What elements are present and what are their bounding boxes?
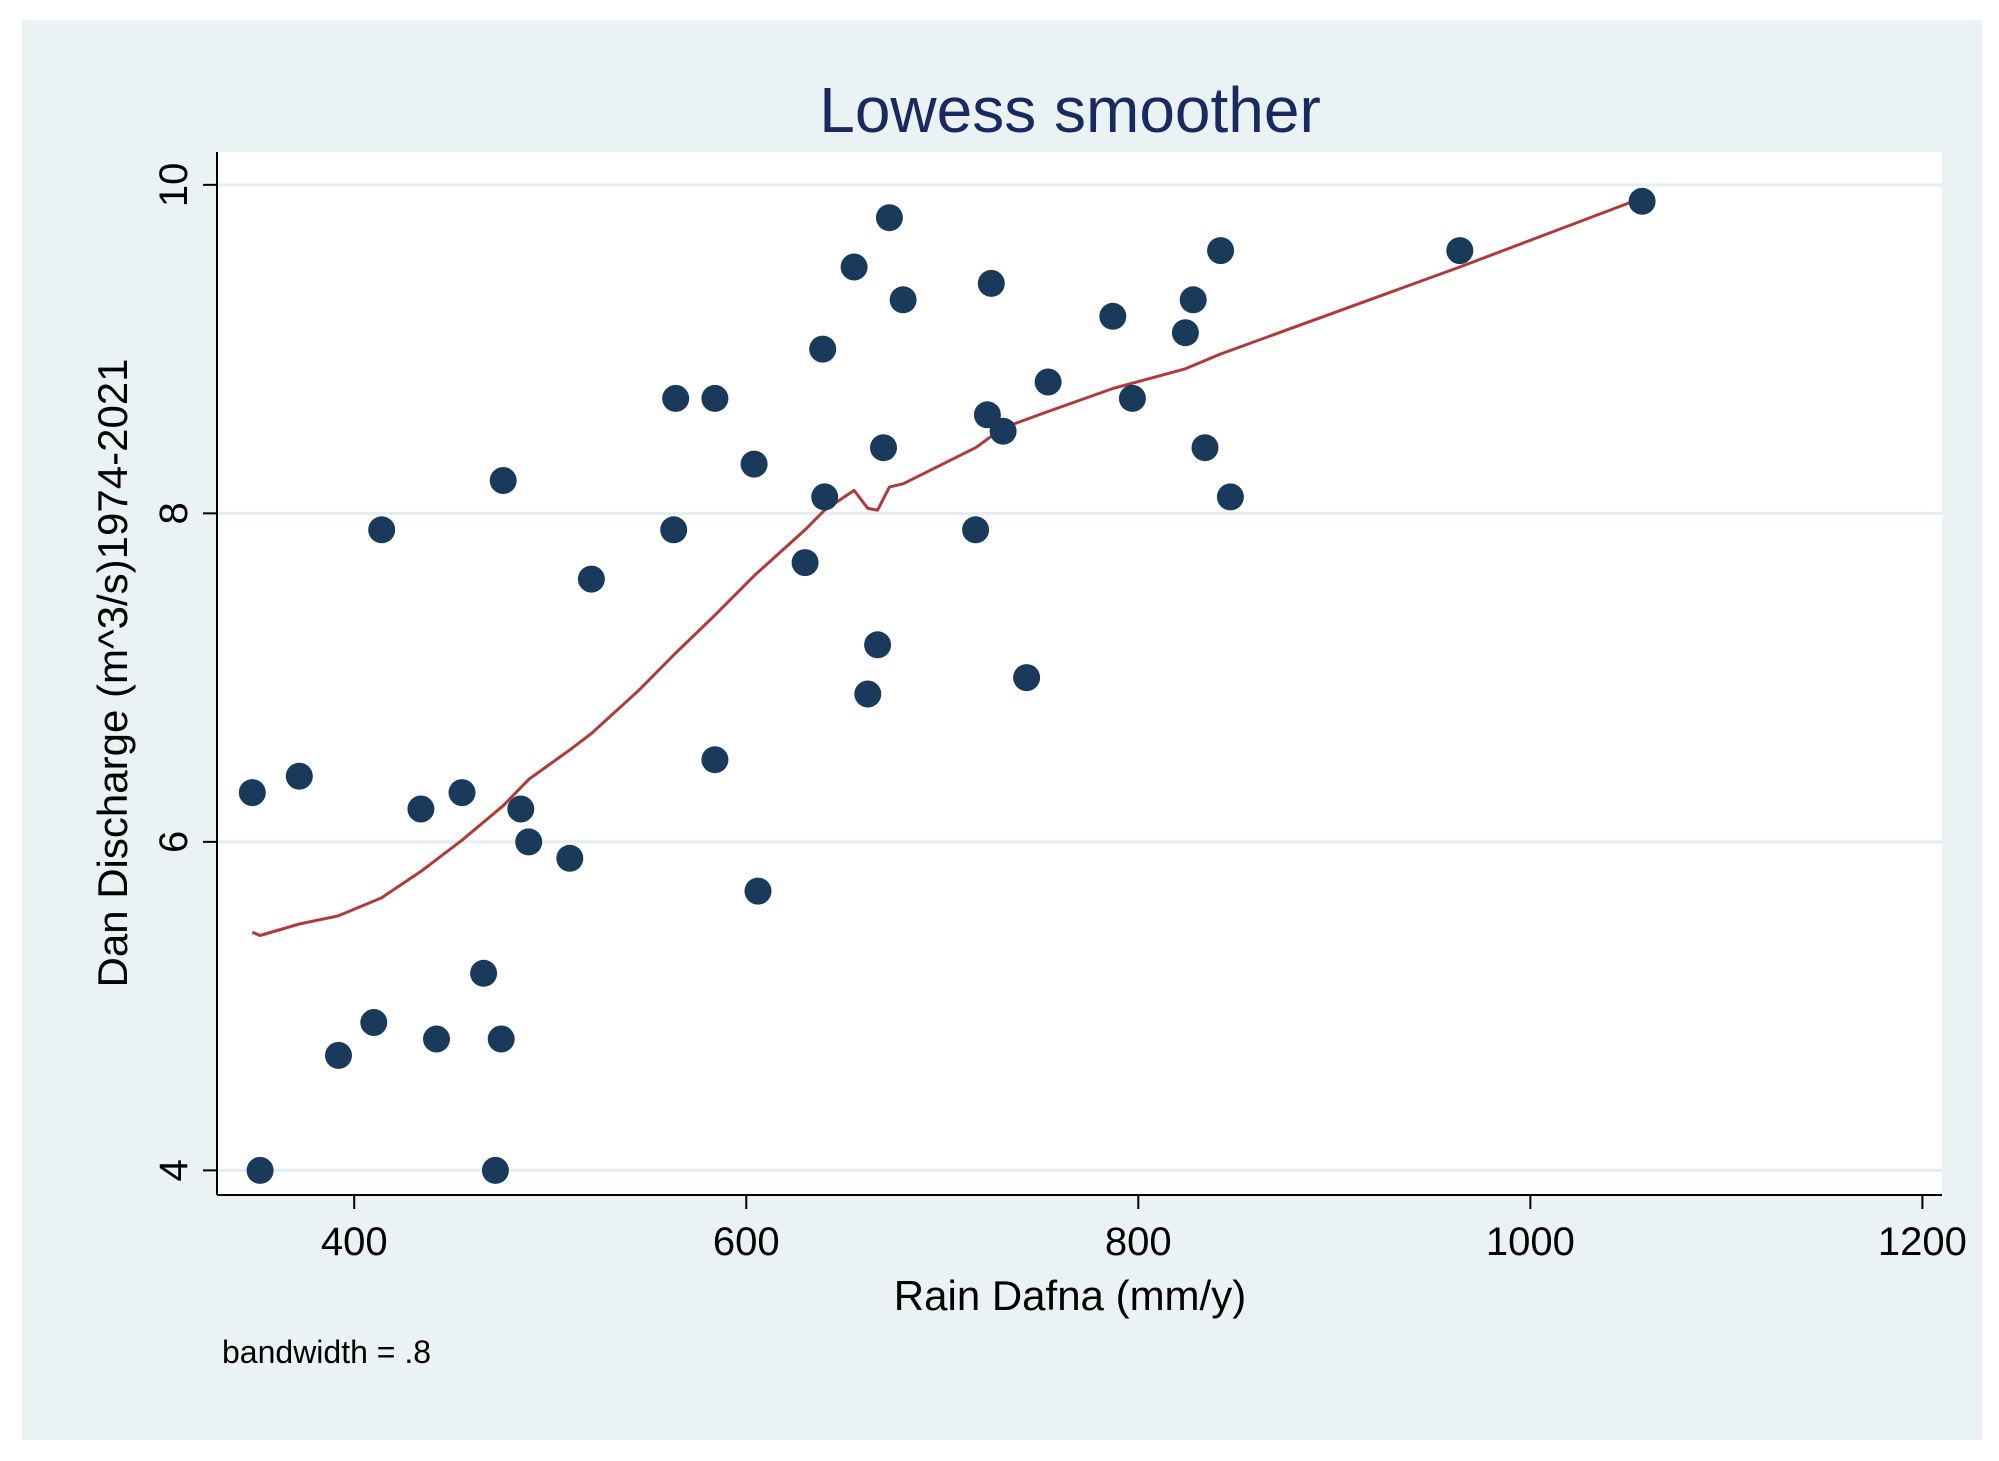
data-point (870, 434, 897, 462)
data-point (811, 483, 839, 511)
x-tick-label: 1200 (1878, 1220, 1967, 1264)
data-point (577, 565, 605, 593)
data-point (507, 795, 535, 823)
data-point (840, 253, 868, 281)
data-point (744, 877, 772, 905)
data-point (1171, 319, 1199, 347)
data-point (285, 762, 313, 790)
data-point (1207, 237, 1235, 265)
data-point (1628, 187, 1656, 215)
data-point (238, 779, 266, 807)
y-axis-label: Dan Discharge (m^3/s)1974-2021 (89, 358, 136, 987)
data-point (989, 417, 1017, 445)
data-point (660, 516, 688, 544)
lowess-line (251, 196, 1643, 937)
axis-ticks: 4 6 8 10 400 600 800 1000 1200 (152, 163, 1967, 1264)
bandwidth-note: bandwidth = .8 (222, 1334, 431, 1370)
data-point (407, 795, 435, 823)
figure-background: Lowess smoother 4 6 8 10 400 600 800 1000 1200 R… (22, 20, 1982, 1440)
lowess-line-group (251, 196, 1643, 937)
data-point (809, 335, 837, 363)
gridlines (217, 183, 1942, 1172)
data-point (977, 269, 1005, 297)
data-point (864, 631, 892, 659)
plot-area (217, 152, 1942, 1195)
data-point (489, 467, 517, 494)
data-point (1034, 368, 1062, 396)
data-point (448, 779, 476, 807)
y-tick-label: 10 (152, 163, 196, 208)
data-point (740, 450, 768, 478)
data-point (481, 1156, 509, 1184)
data-point (1013, 664, 1041, 692)
data-point (791, 549, 819, 577)
data-point (889, 286, 917, 314)
x-axis-label: Rain Dafna (mm/y) (894, 1272, 1246, 1319)
data-point (368, 516, 396, 544)
data-points (238, 187, 1656, 1184)
data-point (487, 1025, 515, 1053)
y-tick-label: 6 (152, 831, 196, 853)
y-tick-label: 8 (152, 502, 196, 524)
data-point (325, 1041, 352, 1069)
data-point (1216, 483, 1244, 511)
data-point (246, 1156, 274, 1184)
data-point (701, 384, 729, 412)
scatter-plot: Lowess smoother 4 6 8 10 400 600 800 1000 1200 R… (89, 74, 1967, 1370)
x-tick-label: 400 (321, 1220, 388, 1264)
x-tick-label: 800 (1105, 1220, 1172, 1264)
y-tick-label: 4 (152, 1159, 196, 1181)
data-point (701, 746, 729, 774)
data-point (1446, 237, 1474, 265)
data-point (962, 516, 990, 544)
data-point (1118, 384, 1146, 412)
x-tick-label: 1000 (1486, 1220, 1575, 1264)
data-point (515, 828, 543, 856)
data-point (470, 959, 498, 987)
chart-title: Lowess smoother (819, 74, 1321, 146)
data-point (556, 844, 584, 872)
data-point (423, 1025, 450, 1053)
data-point (854, 680, 882, 708)
data-point (360, 1009, 388, 1036)
data-point (1191, 434, 1219, 462)
data-point (875, 204, 903, 232)
x-tick-label: 600 (713, 1220, 780, 1264)
data-point (1099, 302, 1127, 330)
data-point (662, 384, 690, 412)
data-point (1179, 286, 1207, 314)
